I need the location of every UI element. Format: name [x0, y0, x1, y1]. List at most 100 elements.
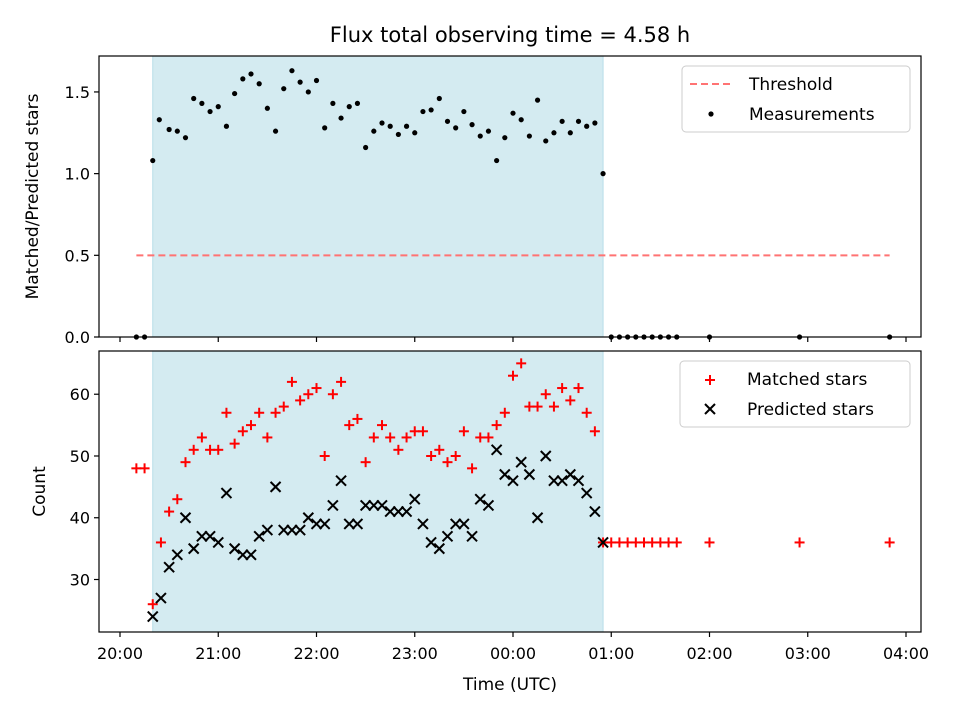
x-axis-label: Time (UTC) [462, 675, 557, 695]
predicted-point [589, 505, 601, 518]
matched-point [467, 463, 478, 474]
measurement-point [289, 68, 295, 74]
matched-point [254, 407, 265, 418]
predicted-point [187, 542, 200, 555]
legend-predicted-swatch [704, 403, 716, 415]
matched-point [532, 401, 543, 412]
predicted-point [531, 512, 544, 524]
x-tick-label: 21:00 [195, 644, 241, 663]
y-tick-label: 30 [70, 571, 90, 590]
measurement-point [412, 130, 418, 136]
matched-point [483, 432, 494, 443]
predicted-point [572, 474, 585, 487]
measurement-point [428, 107, 434, 113]
measurement-point [551, 130, 557, 136]
predicted-point [499, 468, 511, 481]
predicted-point [310, 518, 323, 530]
y-tick-label: 50 [70, 447, 90, 466]
matched-point [426, 450, 437, 461]
matched-point [246, 420, 256, 431]
bottom-x-ticks: 20:00 21:00 22:00 23:00 00:00 01:00 02:00 03:00… [97, 632, 929, 663]
legend-box [681, 65, 911, 133]
y-tick-label: 0.0 [65, 328, 90, 347]
predicted-point [147, 610, 159, 623]
measurement-point [330, 100, 336, 106]
matched-point [180, 457, 191, 468]
measurement-point [379, 120, 385, 126]
predicted-point [253, 530, 265, 542]
predicted-point [163, 561, 175, 573]
measurement-point [575, 118, 582, 124]
measurement-point [322, 125, 328, 131]
top-y-ticks: 0.0 0.5 1.0 1.5 [65, 83, 99, 347]
predicted-point [449, 518, 462, 530]
measurement-point [256, 81, 262, 87]
matched-point [360, 457, 371, 468]
legend-matched-label: Matched stars [747, 370, 867, 390]
predicted-point [458, 518, 470, 530]
predicted-point [376, 499, 388, 512]
predicted-point [384, 505, 396, 518]
matched-point [196, 432, 207, 443]
predicted-point [515, 456, 527, 468]
predicted-point [212, 536, 224, 549]
x-tick-label: 23:00 [392, 644, 438, 663]
measurement-point [477, 133, 483, 139]
predicted-point [597, 536, 609, 549]
matched-point [311, 383, 322, 394]
predicted-point [261, 524, 274, 536]
measurement-point [420, 108, 426, 115]
predicted-point [540, 450, 552, 462]
matched-point [516, 358, 527, 369]
measurement-point [600, 171, 606, 177]
measurement-point [223, 123, 230, 129]
predicted-point [220, 487, 233, 499]
predicted-point [171, 549, 184, 561]
predicted-point [474, 493, 486, 505]
predicted-point [228, 542, 241, 555]
predicted-point [351, 518, 364, 530]
predicted-point [580, 487, 593, 499]
matched-point [262, 432, 273, 443]
measurement-point [166, 126, 172, 133]
predicted-point [466, 530, 478, 542]
legend-box [679, 360, 911, 428]
matched-point [237, 426, 248, 437]
predicted-point [269, 481, 282, 493]
matched-point [573, 383, 584, 394]
matched-point [704, 537, 715, 548]
matched-point [147, 599, 158, 610]
predicted-point [523, 468, 536, 481]
measurement-point [403, 123, 410, 129]
matched-point [417, 426, 428, 437]
measurement-point [485, 128, 492, 134]
matched-point [319, 450, 330, 461]
bottom-y-ticks: 30 40 50 60 [70, 385, 99, 590]
predicted-point [564, 468, 577, 481]
measurement-point [559, 118, 565, 124]
predicted-point [204, 530, 216, 542]
measurement-point [494, 157, 500, 164]
measurement-point [469, 122, 475, 128]
matched-point [213, 444, 224, 455]
y-tick-label: 40 [70, 509, 90, 528]
predicted-point [155, 592, 167, 604]
measurement-point [240, 76, 246, 82]
matched-point [172, 494, 183, 505]
measurement-point [264, 105, 270, 111]
legend-measurements-swatch [708, 111, 714, 117]
matched-point [295, 395, 306, 406]
matched-point [393, 444, 404, 455]
measurement-point [387, 123, 393, 129]
predicted-point [245, 549, 257, 561]
measurement-point [338, 115, 344, 121]
predicted-point [556, 474, 568, 487]
x-tick-label: 01:00 [588, 644, 634, 663]
matched-point [589, 426, 600, 437]
predicted-point [548, 474, 560, 487]
predicted-point [318, 518, 331, 530]
legend-matched-swatch [705, 375, 715, 385]
matched-point [377, 420, 387, 431]
y-tick-label: 60 [70, 385, 90, 404]
matched-point [434, 444, 445, 455]
